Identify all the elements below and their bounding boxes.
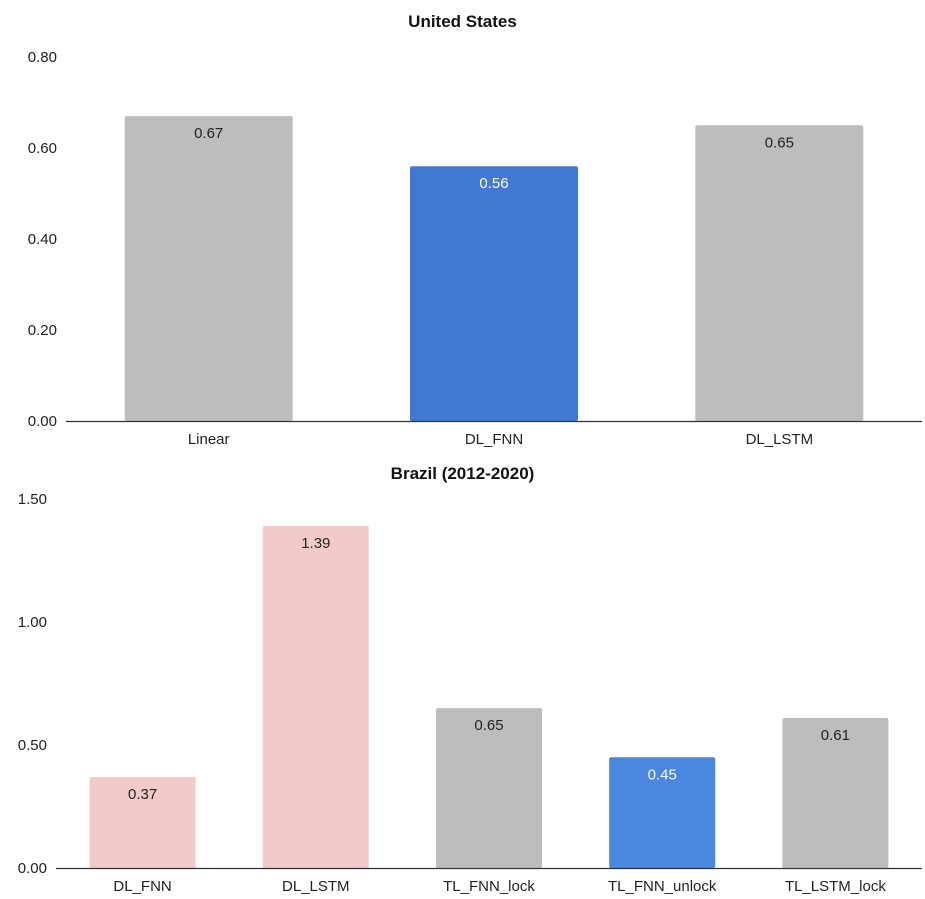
bar-chart-svg: 0.00 0.50 1.00 1.50 0.37 DL_FNN 1.39 DL_LSTM 0.6… (18, 491, 922, 895)
bar (89, 776, 196, 868)
chart-united-states: United States 0.00 0.20 0.40 0.60 0.80 0.67 Li… (28, 12, 922, 448)
data-label: 0.56 (479, 175, 508, 192)
bar (124, 116, 293, 422)
y-tick-label: 0.00 (18, 860, 47, 877)
x-tick-label: DL_LSTM (746, 431, 814, 448)
bar (436, 708, 542, 868)
chart-title: United States (408, 12, 517, 31)
x-tick-label: TL_LSTM_lock (785, 878, 886, 895)
bar (609, 757, 716, 868)
x-tick-label: DL_LSTM (282, 878, 350, 895)
y-tick-label: 0.00 (28, 413, 57, 430)
data-label: 0.65 (474, 717, 503, 734)
x-tick-label: TL_FNN_lock (443, 878, 535, 895)
y-tick-label: 1.50 (18, 491, 47, 508)
chart-title: Brazil (2012-2020) (390, 464, 535, 483)
bar (262, 526, 369, 868)
bar (695, 125, 864, 421)
x-tick-label: TL_FNN_unlock (608, 878, 717, 895)
data-label: 0.45 (648, 766, 677, 783)
data-label: 0.61 (821, 727, 850, 744)
data-label: 0.37 (128, 786, 157, 803)
bar-chart-svg: 0.00 0.20 0.40 0.60 0.80 0.67 Linear 0.56 DL_FNN… (28, 49, 922, 448)
x-tick-label: Linear (188, 431, 230, 448)
y-tick-label: 1.00 (18, 614, 47, 631)
data-label: 0.65 (765, 134, 794, 151)
bar (782, 717, 889, 868)
y-tick-label: 0.50 (18, 737, 47, 754)
y-tick-label: 0.60 (28, 140, 57, 157)
y-tick-label: 0.80 (28, 49, 57, 66)
x-tick-label: DL_FNN (465, 431, 523, 448)
bar (410, 166, 578, 421)
x-tick-label: DL_FNN (113, 878, 171, 895)
y-tick-label: 0.20 (28, 322, 57, 339)
y-tick-label: 0.40 (28, 231, 57, 248)
chart-brazil: Brazil (2012-2020) 0.00 0.50 1.00 1.50 0.37 D… (0, 452, 925, 899)
data-label: 0.67 (194, 125, 223, 142)
data-label: 1.39 (301, 535, 330, 552)
